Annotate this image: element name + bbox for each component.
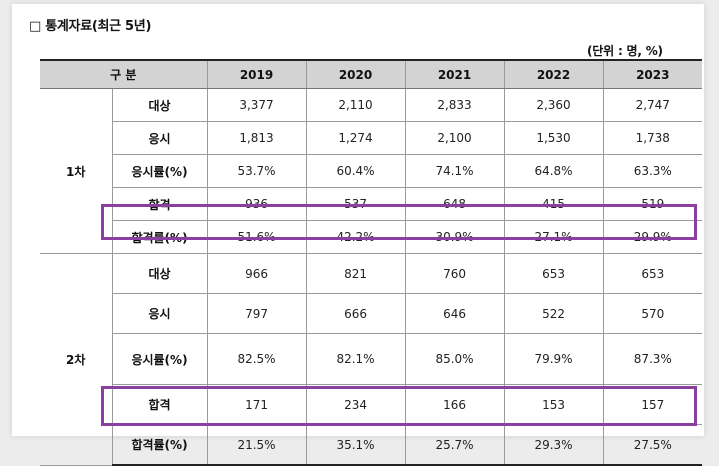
table-cell: 2,747	[602, 88, 703, 122]
header-year: 2022	[503, 59, 604, 89]
table-cell: 821	[305, 253, 406, 294]
table-cell: 537	[305, 187, 406, 221]
table-cell: 653	[602, 253, 703, 294]
table-cell: 2,833	[404, 88, 505, 122]
table-cell: 29.3%	[503, 424, 604, 466]
row-label: 합격률(%)	[112, 424, 208, 466]
table-cell: 35.1%	[305, 424, 406, 466]
table-cell: 1,530	[503, 121, 604, 155]
table-cell: 29.9%	[602, 220, 703, 254]
table-cell: 42.2%	[305, 220, 406, 254]
table-cell: 2,360	[503, 88, 604, 122]
table-cell: 166	[404, 384, 505, 425]
table-cell: 519	[602, 187, 703, 221]
table-row: 합격 936 537 648 415 519	[40, 187, 703, 221]
table-cell: 171	[206, 384, 307, 425]
document-sheet: □ 통계자료(최근 5년) (단위 : 명, %) 구 분 2019 2020 …	[12, 4, 704, 466]
table-cell: 666	[305, 293, 406, 334]
table-cell: 74.1%	[404, 154, 505, 188]
table-row: 합격률(%) 21.5% 35.1% 25.7% 29.3% 27.5%	[40, 424, 703, 466]
row-label: 응시률(%)	[112, 333, 208, 385]
table-cell: 646	[404, 293, 505, 334]
table-cell: 415	[503, 187, 604, 221]
table-cell: 653	[503, 253, 604, 294]
table-cell: 64.8%	[503, 154, 604, 188]
table-cell: 53.7%	[206, 154, 307, 188]
table-cell: 82.1%	[305, 333, 406, 385]
table-row: 응시 797 666 646 522 570	[40, 293, 703, 334]
table-cell: 79.9%	[503, 333, 604, 385]
table-cell: 27.1%	[503, 220, 604, 254]
table-cell: 85.0%	[404, 333, 505, 385]
row-label: 합격	[112, 187, 208, 221]
row-label: 대상	[111, 88, 208, 122]
table-cell: 157	[602, 384, 703, 425]
header-year: 2021	[404, 59, 505, 89]
table-row: 2차 대상 966 821 760 653 653	[40, 253, 703, 466]
table-cell: 1,813	[206, 121, 307, 155]
table-header-row: 구 분 2019 2020 2021 2022 2023	[40, 59, 703, 89]
row-label: 합격률(%)	[112, 220, 208, 254]
table-cell: 3,377	[206, 88, 307, 122]
table-row: 합격 171 234 166 153 157	[40, 384, 703, 425]
row-label: 응시	[112, 121, 208, 155]
table-row: 응시 1,813 1,274 2,100 1,530 1,738	[40, 121, 703, 155]
table-cell: 153	[503, 384, 604, 425]
table-cell: 87.3%	[602, 333, 703, 385]
table-cell: 30.9%	[404, 220, 505, 254]
section-title: □ 통계자료(최근 5년)	[29, 19, 152, 34]
table-cell: 1,738	[602, 121, 703, 155]
table-cell: 936	[206, 187, 307, 221]
header-category: 구 분	[40, 59, 208, 89]
header-year: 2020	[305, 59, 406, 89]
table-row: 1차 대상 3,377 2,110 2,833 2,360 2,747	[40, 88, 703, 254]
row-label: 응시	[112, 293, 208, 334]
table-row: 응시률(%) 82.5% 82.1% 85.0% 79.9% 87.3%	[40, 333, 703, 385]
row-label: 응시률(%)	[112, 154, 208, 188]
row-label: 합격	[112, 384, 208, 425]
table-cell: 82.5%	[206, 333, 307, 385]
table-cell: 234	[305, 384, 406, 425]
table-row: 합격률(%) 51.6% 42.2% 30.9% 27.1% 29.9%	[40, 220, 703, 254]
group-label: 2차	[40, 253, 113, 466]
table-cell: 2,100	[404, 121, 505, 155]
header-year: 2023	[602, 59, 703, 89]
table-cell: 648	[404, 187, 505, 221]
table-cell: 522	[503, 293, 604, 334]
table-cell: 21.5%	[206, 424, 307, 466]
table-row: 응시률(%) 53.7% 60.4% 74.1% 64.8% 63.3%	[40, 154, 703, 188]
table-cell: 25.7%	[404, 424, 505, 466]
statistics-table: 구 분 2019 2020 2021 2022 2023 1차 대상 3,377…	[40, 59, 703, 466]
unit-note: (단위 : 명, %)	[587, 44, 663, 58]
table-cell: 63.3%	[602, 154, 703, 188]
table-cell: 51.6%	[206, 220, 307, 254]
table-cell: 570	[602, 293, 703, 334]
table-cell: 2,110	[305, 88, 406, 122]
table-cell: 760	[404, 253, 505, 294]
table-cell: 797	[206, 293, 307, 334]
table-cell: 60.4%	[305, 154, 406, 188]
row-label: 대상	[111, 253, 208, 294]
table-cell: 966	[206, 253, 307, 294]
table-cell: 1,274	[305, 121, 406, 155]
header-year: 2019	[206, 59, 307, 89]
table-cell: 27.5%	[602, 424, 703, 466]
group-label: 1차	[40, 88, 113, 254]
